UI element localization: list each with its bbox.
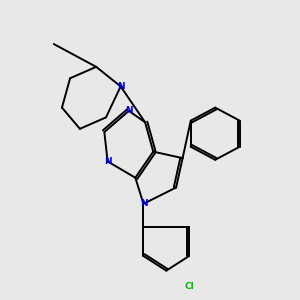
Text: Cl: Cl [184, 283, 194, 292]
Text: N: N [140, 199, 147, 208]
Text: N: N [104, 157, 111, 166]
Text: N: N [117, 82, 124, 91]
Text: N: N [125, 106, 133, 116]
